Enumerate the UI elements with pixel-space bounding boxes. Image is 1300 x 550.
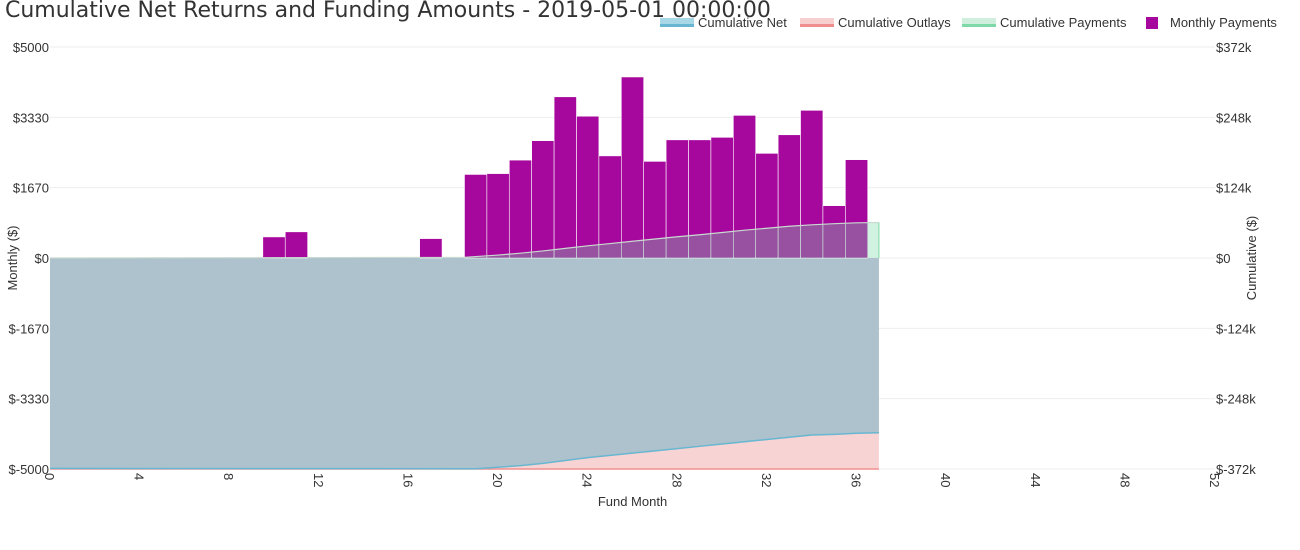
monthly-payment-bars <box>262 76 869 259</box>
x-tick-label: 40 <box>938 473 953 487</box>
y-tick-label-right: $-372k <box>1216 462 1256 477</box>
legend-item-cumulative-payments[interactable]: Cumulative Payments <box>962 15 1126 30</box>
legend-item-cumulative-net[interactable]: Cumulative Net <box>660 15 787 30</box>
chart-title: Cumulative Net Returns and Funding Amoun… <box>5 0 771 23</box>
y-tick-label-left: $-1670 <box>9 321 49 336</box>
axes: $5000 $3330 $1670 $0 $-1670 $-3330 $-5000 $372k… <box>5 40 1259 509</box>
y-tick-label-right: $124k <box>1216 181 1252 196</box>
cumulative-payments-overlay <box>49 221 880 259</box>
legend-swatch-cumulative-outlays <box>800 18 834 27</box>
y-tick-label-right: $372k <box>1216 40 1252 55</box>
cumulative-areas <box>49 258 879 470</box>
y-tick-label-right: $0 <box>1216 251 1230 266</box>
y-axis-title-right: Cumulative ($) <box>1244 216 1259 301</box>
y-axis-title-left: Monthly ($) <box>5 225 20 290</box>
x-tick-label: 32 <box>759 473 774 487</box>
bar-monthly-payment <box>464 174 488 259</box>
y-tick-label-right: $-248k <box>1216 392 1256 407</box>
bar-monthly-payment <box>531 140 555 259</box>
y-tick-label-right: $-124k <box>1216 321 1256 336</box>
y-tick-label-left: $0 <box>35 251 49 266</box>
x-tick-label: 28 <box>669 473 684 487</box>
x-tick-label: 36 <box>849 473 864 487</box>
legend-label-cumulative-outlays: Cumulative Outlays <box>838 15 951 30</box>
x-axis-title: Fund Month <box>598 494 667 509</box>
bar-monthly-payment <box>262 236 286 259</box>
bar-monthly-payment <box>508 159 532 259</box>
x-tick-label: 0 <box>42 473 57 480</box>
area-cumulative-net <box>50 258 879 469</box>
x-tick-label: 8 <box>221 473 236 480</box>
bar-monthly-payment <box>620 76 645 259</box>
y-tick-label-left: $3330 <box>13 110 49 125</box>
bar-monthly-payment <box>486 173 510 259</box>
legend-item-monthly-payments[interactable]: Monthly Payments <box>1136 15 1277 30</box>
legend-label-cumulative-net: Cumulative Net <box>698 15 787 30</box>
x-tick-label: 52 <box>1207 473 1222 487</box>
y-tick-label-left: $1670 <box>13 181 49 196</box>
y-tick-label-left: $-3330 <box>9 392 49 407</box>
bar-monthly-payment <box>800 110 824 259</box>
bar-monthly-payment <box>419 238 443 259</box>
x-tick-label: 20 <box>490 473 505 487</box>
x-tick-label: 48 <box>1117 473 1132 487</box>
legend-item-cumulative-outlays[interactable]: Cumulative Outlays <box>800 15 951 30</box>
y-tick-label-left: $-5000 <box>9 462 49 477</box>
legend: Cumulative Net Cumulative Outlays Cumula… <box>660 15 1300 35</box>
x-tick-label: 4 <box>132 473 147 480</box>
legend-label-cumulative-payments: Cumulative Payments <box>1000 15 1127 30</box>
x-tick-label: 44 <box>1028 473 1043 487</box>
x-tick-label: 16 <box>400 473 415 487</box>
x-tick-label: 24 <box>580 473 595 487</box>
bar-monthly-payment <box>553 96 577 259</box>
bar-monthly-payment <box>845 159 869 259</box>
legend-swatch-cumulative-net <box>660 18 694 27</box>
y-tick-label-left: $5000 <box>13 40 49 55</box>
y-tick-label-right: $248k <box>1216 110 1252 125</box>
bar-monthly-payment <box>284 231 308 259</box>
area-cumulative-payments <box>50 222 879 258</box>
legend-swatch-monthly-payments <box>1146 16 1158 29</box>
x-tick-label: 12 <box>311 473 326 487</box>
bar-monthly-payment <box>576 115 600 259</box>
legend-label-monthly-payments: Monthly Payments <box>1170 15 1277 30</box>
legend-swatch-cumulative-payments <box>962 18 996 27</box>
line-cumulative-payments <box>49 221 879 259</box>
line-cumulative-net <box>49 431 879 470</box>
